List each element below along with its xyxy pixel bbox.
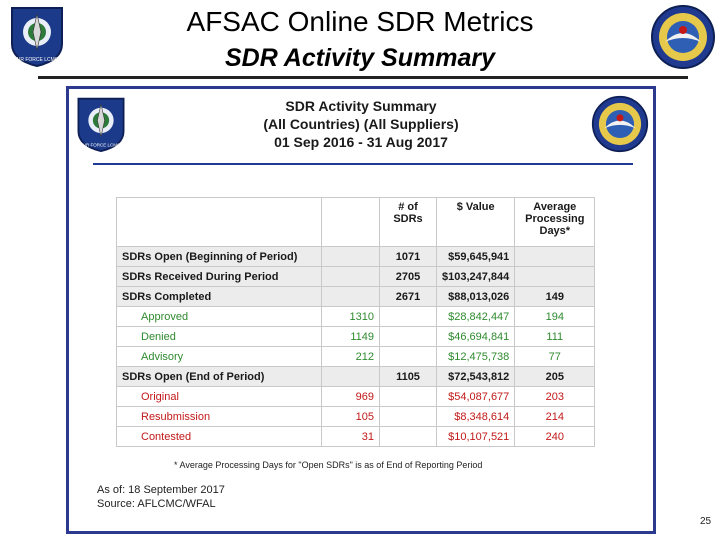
- table-row: Approved 1310 $28,842,447 194: [116, 306, 596, 327]
- row-count: 969: [321, 386, 380, 407]
- row-value: $103,247,844: [435, 266, 516, 287]
- row-sdrs: [379, 346, 437, 367]
- row-label: Original: [116, 386, 322, 407]
- row-value: $8,348,614: [435, 406, 516, 427]
- slide-image: AIR FORCE LCMC SDR Activity Summary (All…: [66, 86, 656, 534]
- row-count: 31: [321, 426, 380, 447]
- table-row: Advisory 212 $12,475,738 77: [116, 346, 596, 367]
- page-subtitle: SDR Activity Summary: [225, 44, 495, 72]
- slide-title-line1: SDR Activity Summary: [285, 98, 437, 114]
- table-row: Contested 31 $10,107,521 240: [116, 426, 596, 447]
- slide-title: SDR Activity Summary (All Countries) (Al…: [69, 97, 653, 151]
- slide-title-line2: (All Countries) (All Suppliers): [263, 116, 459, 132]
- slide-title-line3: 01 Sep 2016 - 31 Aug 2017: [274, 134, 448, 150]
- slide-divider: [93, 163, 633, 165]
- sdr-activity-table: # of SDRs $ Value Average Processing Day…: [116, 197, 596, 447]
- header-divider: [38, 76, 688, 79]
- page-number: 25: [700, 516, 712, 527]
- row-sdrs: [379, 406, 437, 427]
- row-label: Approved: [116, 306, 322, 327]
- air-force-logo-icon: AIR FORCE LCMC: [11, 7, 63, 68]
- header-cell: Average Processing Days*: [514, 197, 596, 247]
- logo-text: AIR FORCE LCMC: [16, 57, 59, 63]
- header-cell: # of SDRs: [379, 197, 437, 247]
- row-label: SDRs Completed: [116, 286, 322, 307]
- row-count: 105: [321, 406, 380, 427]
- row-value: $59,645,941: [435, 246, 516, 267]
- row-label: Resubmission: [116, 406, 322, 427]
- row-count: [321, 366, 380, 387]
- row-value: $28,842,447: [435, 306, 516, 327]
- row-count: [321, 286, 380, 307]
- logo-text: AIR FORCE LCMC: [82, 143, 121, 148]
- table-row: SDRs Received During Period 2705 $103,24…: [116, 266, 596, 287]
- row-sdrs: [379, 326, 437, 347]
- table-row: SDRs Open (End of Period) 1105 $72,543,8…: [116, 366, 596, 387]
- row-days: [514, 246, 596, 267]
- row-days: 214: [514, 406, 596, 427]
- row-value: $10,107,521: [435, 426, 516, 447]
- row-sdrs: 2671: [379, 286, 437, 307]
- row-days: 240: [514, 426, 596, 447]
- row-sdrs: 1105: [379, 366, 437, 387]
- row-value: $88,013,026: [435, 286, 516, 307]
- header-cell: $ Value: [435, 197, 516, 247]
- row-count: [321, 246, 380, 267]
- header-cell: [321, 197, 380, 247]
- row-sdrs: [379, 306, 437, 327]
- table-row: Denied 1149 $46,694,841 111: [116, 326, 596, 347]
- row-count: 1310: [321, 306, 380, 327]
- footnote: * Average Processing Days for "Open SDRs…: [174, 460, 483, 470]
- table-row: SDRs Open (Beginning of Period) 1071 $59…: [116, 246, 596, 267]
- row-count: 1149: [321, 326, 380, 347]
- row-value: $12,475,738: [435, 346, 516, 367]
- header-cell: [116, 197, 322, 247]
- row-days: 149: [514, 286, 596, 307]
- page-title: AFSAC Online SDR Metrics: [186, 6, 534, 37]
- afsac-seal-icon: [591, 95, 649, 153]
- row-label: SDRs Open (End of Period): [116, 366, 322, 387]
- row-label: SDRs Open (Beginning of Period): [116, 246, 322, 267]
- afsac-seal-icon: [651, 5, 715, 69]
- row-value: $46,694,841: [435, 326, 516, 347]
- row-days: 203: [514, 386, 596, 407]
- row-label: Denied: [116, 326, 322, 347]
- row-days: 77: [514, 346, 596, 367]
- row-count: [321, 266, 380, 287]
- row-days: 194: [514, 306, 596, 327]
- air-force-logo-icon: AIR FORCE LCMC: [77, 97, 125, 153]
- row-days: 205: [514, 366, 596, 387]
- table-row: Original 969 $54,087,677 203: [116, 386, 596, 407]
- row-label: Contested: [116, 426, 322, 447]
- row-value: $72,543,812: [435, 366, 516, 387]
- row-sdrs: [379, 386, 437, 407]
- table-row: Resubmission 105 $8,348,614 214: [116, 406, 596, 427]
- row-label: SDRs Received During Period: [116, 266, 322, 287]
- table-row: SDRs Completed 2671 $88,013,026 149: [116, 286, 596, 307]
- as-of-block: As of: 18 September 2017 Source: AFLCMC/…: [97, 483, 225, 511]
- row-value: $54,087,677: [435, 386, 516, 407]
- as-of-date: As of: 18 September 2017: [97, 484, 225, 496]
- row-count: 212: [321, 346, 380, 367]
- row-days: [514, 266, 596, 287]
- table-header-row: # of SDRs $ Value Average Processing Day…: [116, 197, 596, 247]
- row-sdrs: [379, 426, 437, 447]
- source-text: Source: AFLCMC/WFAL: [97, 498, 216, 510]
- row-sdrs: 1071: [379, 246, 437, 267]
- row-label: Advisory: [116, 346, 322, 367]
- row-sdrs: 2705: [379, 266, 437, 287]
- row-days: 111: [514, 326, 596, 347]
